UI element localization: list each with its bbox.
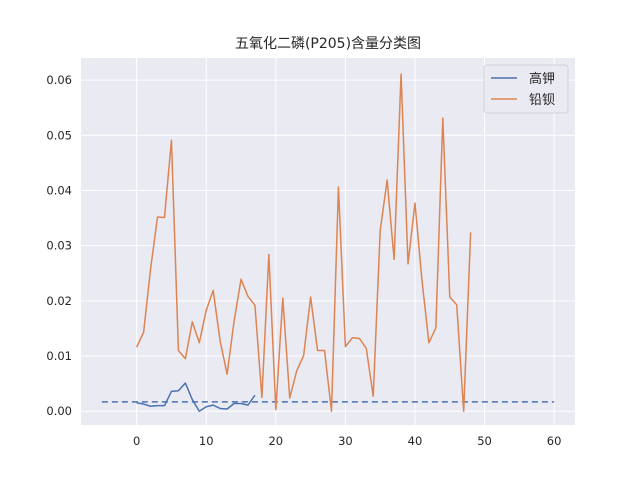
x-tick-label: 10 (199, 434, 214, 448)
x-tick-label: 40 (408, 434, 423, 448)
plot-area (81, 58, 575, 425)
y-tick-label: 0.06 (46, 73, 72, 87)
x-tick-label: 60 (547, 434, 562, 448)
x-tick-label: 50 (477, 434, 492, 448)
y-tick-label: 0.05 (46, 128, 72, 142)
y-tick-label: 0.04 (46, 183, 72, 197)
legend-label: 铅钡 (529, 93, 555, 108)
series-layer (135, 73, 472, 412)
legend-label: 高钾 (529, 71, 555, 87)
x-tick-label: 0 (133, 434, 140, 448)
y-tick-label: 0.00 (46, 404, 72, 418)
legend-box (483, 64, 569, 114)
y-tick-label: 0.01 (46, 349, 72, 363)
tick-labels: 0 10 20 30 40 50 60 0.00 0.01 0.02 0.03 0.04 0.05 0.0… (46, 73, 561, 448)
y-tick-label: 0.03 (46, 239, 72, 253)
chart-title: 五氧化二磷(P205)含量分类图 (235, 36, 421, 52)
series-line-2 (135, 73, 472, 412)
x-tick-label: 30 (338, 434, 353, 448)
grid-lines (81, 58, 575, 425)
x-tick-label: 20 (268, 434, 283, 448)
y-tick-label: 0.02 (46, 294, 72, 308)
series-line-1 (136, 382, 256, 412)
